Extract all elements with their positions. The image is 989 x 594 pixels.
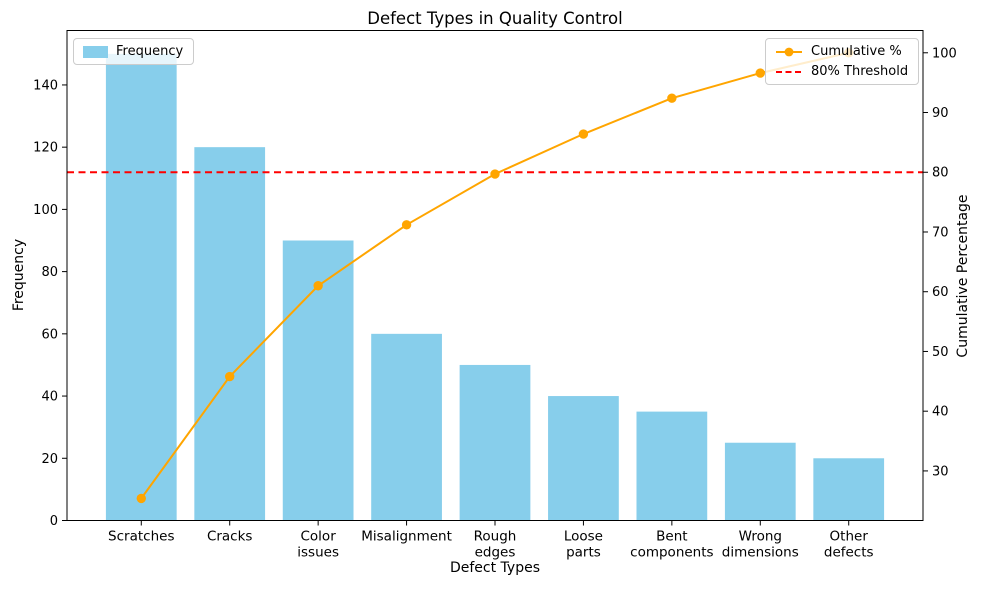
bar-bent-components (636, 411, 708, 521)
left-tick-label: 120 (33, 141, 58, 156)
bar-wrong-dimensions (724, 442, 796, 521)
bar-rough-edges (459, 364, 531, 521)
cumulative-marker-scratches (136, 493, 146, 504)
x-tick-label-loose-parts: Loose parts (564, 529, 603, 561)
x-tick-label-bent-components: Bent components (630, 529, 713, 561)
legend-label: 80% Threshold (811, 64, 909, 79)
right-tick-label: 100 (932, 46, 957, 61)
right-tick-label: 40 (932, 405, 949, 420)
right-tick-label: 50 (932, 345, 949, 360)
bar-misalignment (371, 333, 442, 521)
left-tick-label: 60 (41, 327, 58, 342)
x-axis-title: Defect Types (449, 560, 541, 576)
x-tick-label-scratches: Scratches (108, 529, 174, 545)
legend-cumulative: Cumulative % 80% Threshold (765, 38, 920, 85)
left-axis-title: Frequency (11, 238, 27, 312)
legend-item-frequency: Frequency (83, 44, 183, 59)
left-tick-label: 0 (50, 514, 58, 529)
x-tick-label-wrong-dimensions: Wrong dimensions (722, 529, 799, 561)
right-tick-label: 90 (932, 106, 949, 121)
right-tick-label: 30 (932, 464, 949, 479)
bar-other-defects (813, 458, 885, 521)
bar-swatch-icon (83, 45, 108, 58)
right-tick-label: 70 (932, 225, 949, 240)
legend-item-cumulative: Cumulative % (775, 44, 908, 59)
cumulative-marker-color-issues (313, 281, 323, 291)
dashed-line-swatch-icon (776, 70, 802, 73)
cumulative-marker-bent-components (667, 93, 677, 103)
legend-frequency: Frequency (73, 38, 195, 65)
x-tick-label-cracks: Cracks (207, 529, 253, 545)
right-tick-label: 80 (932, 166, 949, 181)
line-marker-swatch-icon (776, 47, 802, 56)
cumulative-marker-rough-edges (490, 169, 500, 179)
cumulative-marker-misalignment (401, 220, 412, 230)
right-tick-label: 60 (932, 285, 949, 300)
cumulative-marker-loose-parts (578, 129, 589, 139)
left-tick-label: 140 (33, 78, 58, 93)
left-tick-label: 20 (41, 452, 58, 467)
bar-loose-parts (548, 396, 619, 521)
cumulative-marker-cracks (225, 371, 235, 382)
bar-cracks (194, 147, 266, 521)
x-tick-label-other-defects: Other defects (824, 529, 874, 561)
x-tick-label-misalignment: Misalignment (361, 529, 452, 545)
right-axis-title: Cumulative Percentage (955, 194, 971, 358)
cumulative-marker-wrong-dimensions (755, 68, 765, 78)
left-tick-label: 100 (33, 203, 58, 218)
legend-label: Frequency (116, 44, 184, 59)
x-tick-label-rough-edges: Rough edges (474, 529, 517, 561)
left-tick-label: 80 (41, 265, 58, 280)
chart-title: Defect Types in Quality Control (367, 9, 623, 28)
legend-label: Cumulative % (811, 44, 902, 59)
left-tick-label: 40 (41, 390, 58, 405)
bar-scratches (105, 53, 177, 521)
legend-item-threshold: 80% Threshold (775, 64, 908, 79)
x-tick-label-color-issues: Color issues (297, 529, 339, 561)
